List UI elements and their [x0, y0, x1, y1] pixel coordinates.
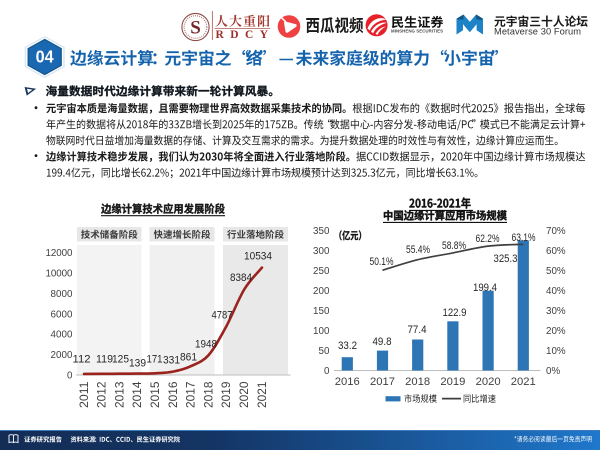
- svg-text:122.9: 122.9: [443, 307, 467, 319]
- svg-text:77.4: 77.4: [408, 324, 427, 336]
- svg-text:33.2: 33.2: [338, 340, 357, 352]
- svg-text:100: 100: [313, 326, 330, 337]
- svg-text:49.8: 49.8: [373, 336, 392, 348]
- svg-text:2020: 2020: [476, 376, 501, 388]
- svg-text:350: 350: [313, 226, 330, 237]
- svg-text:150: 150: [313, 306, 330, 317]
- svg-text:2019: 2019: [221, 382, 233, 409]
- svg-text:0%: 0%: [546, 366, 560, 377]
- svg-text:2011: 2011: [79, 382, 91, 409]
- svg-text:125: 125: [112, 354, 129, 366]
- svg-text:1948: 1948: [195, 339, 217, 351]
- svg-text:2012: 2012: [97, 382, 109, 409]
- svg-text:10%: 10%: [546, 346, 566, 357]
- svg-text:200: 200: [313, 286, 330, 297]
- svg-text:50.1%: 50.1%: [370, 256, 394, 268]
- svg-text:8384: 8384: [230, 272, 252, 284]
- svg-text:04: 04: [36, 47, 54, 67]
- svg-text:10000: 10000: [46, 269, 74, 280]
- svg-text:50%: 50%: [546, 266, 566, 277]
- svg-text:40%: 40%: [546, 286, 566, 297]
- svg-text:2021: 2021: [511, 376, 536, 388]
- svg-text:331: 331: [163, 355, 180, 367]
- svg-text:171: 171: [147, 354, 163, 366]
- svg-text:861: 861: [180, 352, 197, 364]
- svg-text:Metaverse 30 Forum: Metaverse 30 Forum: [494, 26, 581, 36]
- svg-text:10534: 10534: [244, 251, 272, 263]
- svg-text:S: S: [190, 18, 201, 39]
- svg-text:8000: 8000: [51, 289, 74, 300]
- svg-text:12000: 12000: [46, 248, 74, 259]
- svg-text:0: 0: [67, 371, 73, 382]
- svg-text:2016: 2016: [168, 382, 180, 409]
- svg-text:250: 250: [313, 266, 330, 277]
- svg-text:2018: 2018: [203, 382, 215, 409]
- svg-text:2020: 2020: [239, 382, 251, 409]
- svg-text:2015: 2015: [150, 382, 162, 409]
- svg-text:20%: 20%: [546, 326, 566, 337]
- svg-text:4000: 4000: [51, 330, 74, 341]
- svg-text:2000: 2000: [51, 350, 74, 361]
- svg-text:58.8%: 58.8%: [442, 240, 466, 252]
- svg-text:325.3: 325.3: [494, 253, 518, 265]
- svg-text:112: 112: [73, 354, 91, 366]
- svg-text:2021: 2021: [257, 382, 269, 409]
- svg-text:2013: 2013: [114, 382, 126, 409]
- svg-text:63.1%: 63.1%: [512, 232, 536, 244]
- svg-text:199.4: 199.4: [473, 282, 497, 294]
- svg-text:62.2%: 62.2%: [476, 233, 500, 245]
- svg-text:60%: 60%: [546, 246, 566, 257]
- svg-text:50: 50: [319, 346, 331, 357]
- svg-text:MINSHENG SECURITIES: MINSHENG SECURITIES: [391, 28, 443, 33]
- svg-text:2018: 2018: [405, 376, 430, 388]
- svg-text:70%: 70%: [546, 226, 566, 237]
- svg-text:4787: 4787: [212, 310, 233, 322]
- svg-text:300: 300: [313, 246, 330, 257]
- svg-text:6000: 6000: [51, 309, 74, 320]
- svg-text:2019: 2019: [440, 376, 465, 388]
- svg-text:0: 0: [324, 366, 330, 377]
- svg-text:55.4%: 55.4%: [406, 244, 430, 256]
- svg-text:2017: 2017: [186, 382, 198, 409]
- svg-text:30%: 30%: [546, 306, 566, 317]
- svg-text:2017: 2017: [370, 376, 395, 388]
- svg-text:139: 139: [129, 358, 146, 370]
- svg-text:2014: 2014: [132, 381, 144, 408]
- svg-text:119: 119: [96, 354, 113, 366]
- svg-text:2016: 2016: [335, 376, 360, 388]
